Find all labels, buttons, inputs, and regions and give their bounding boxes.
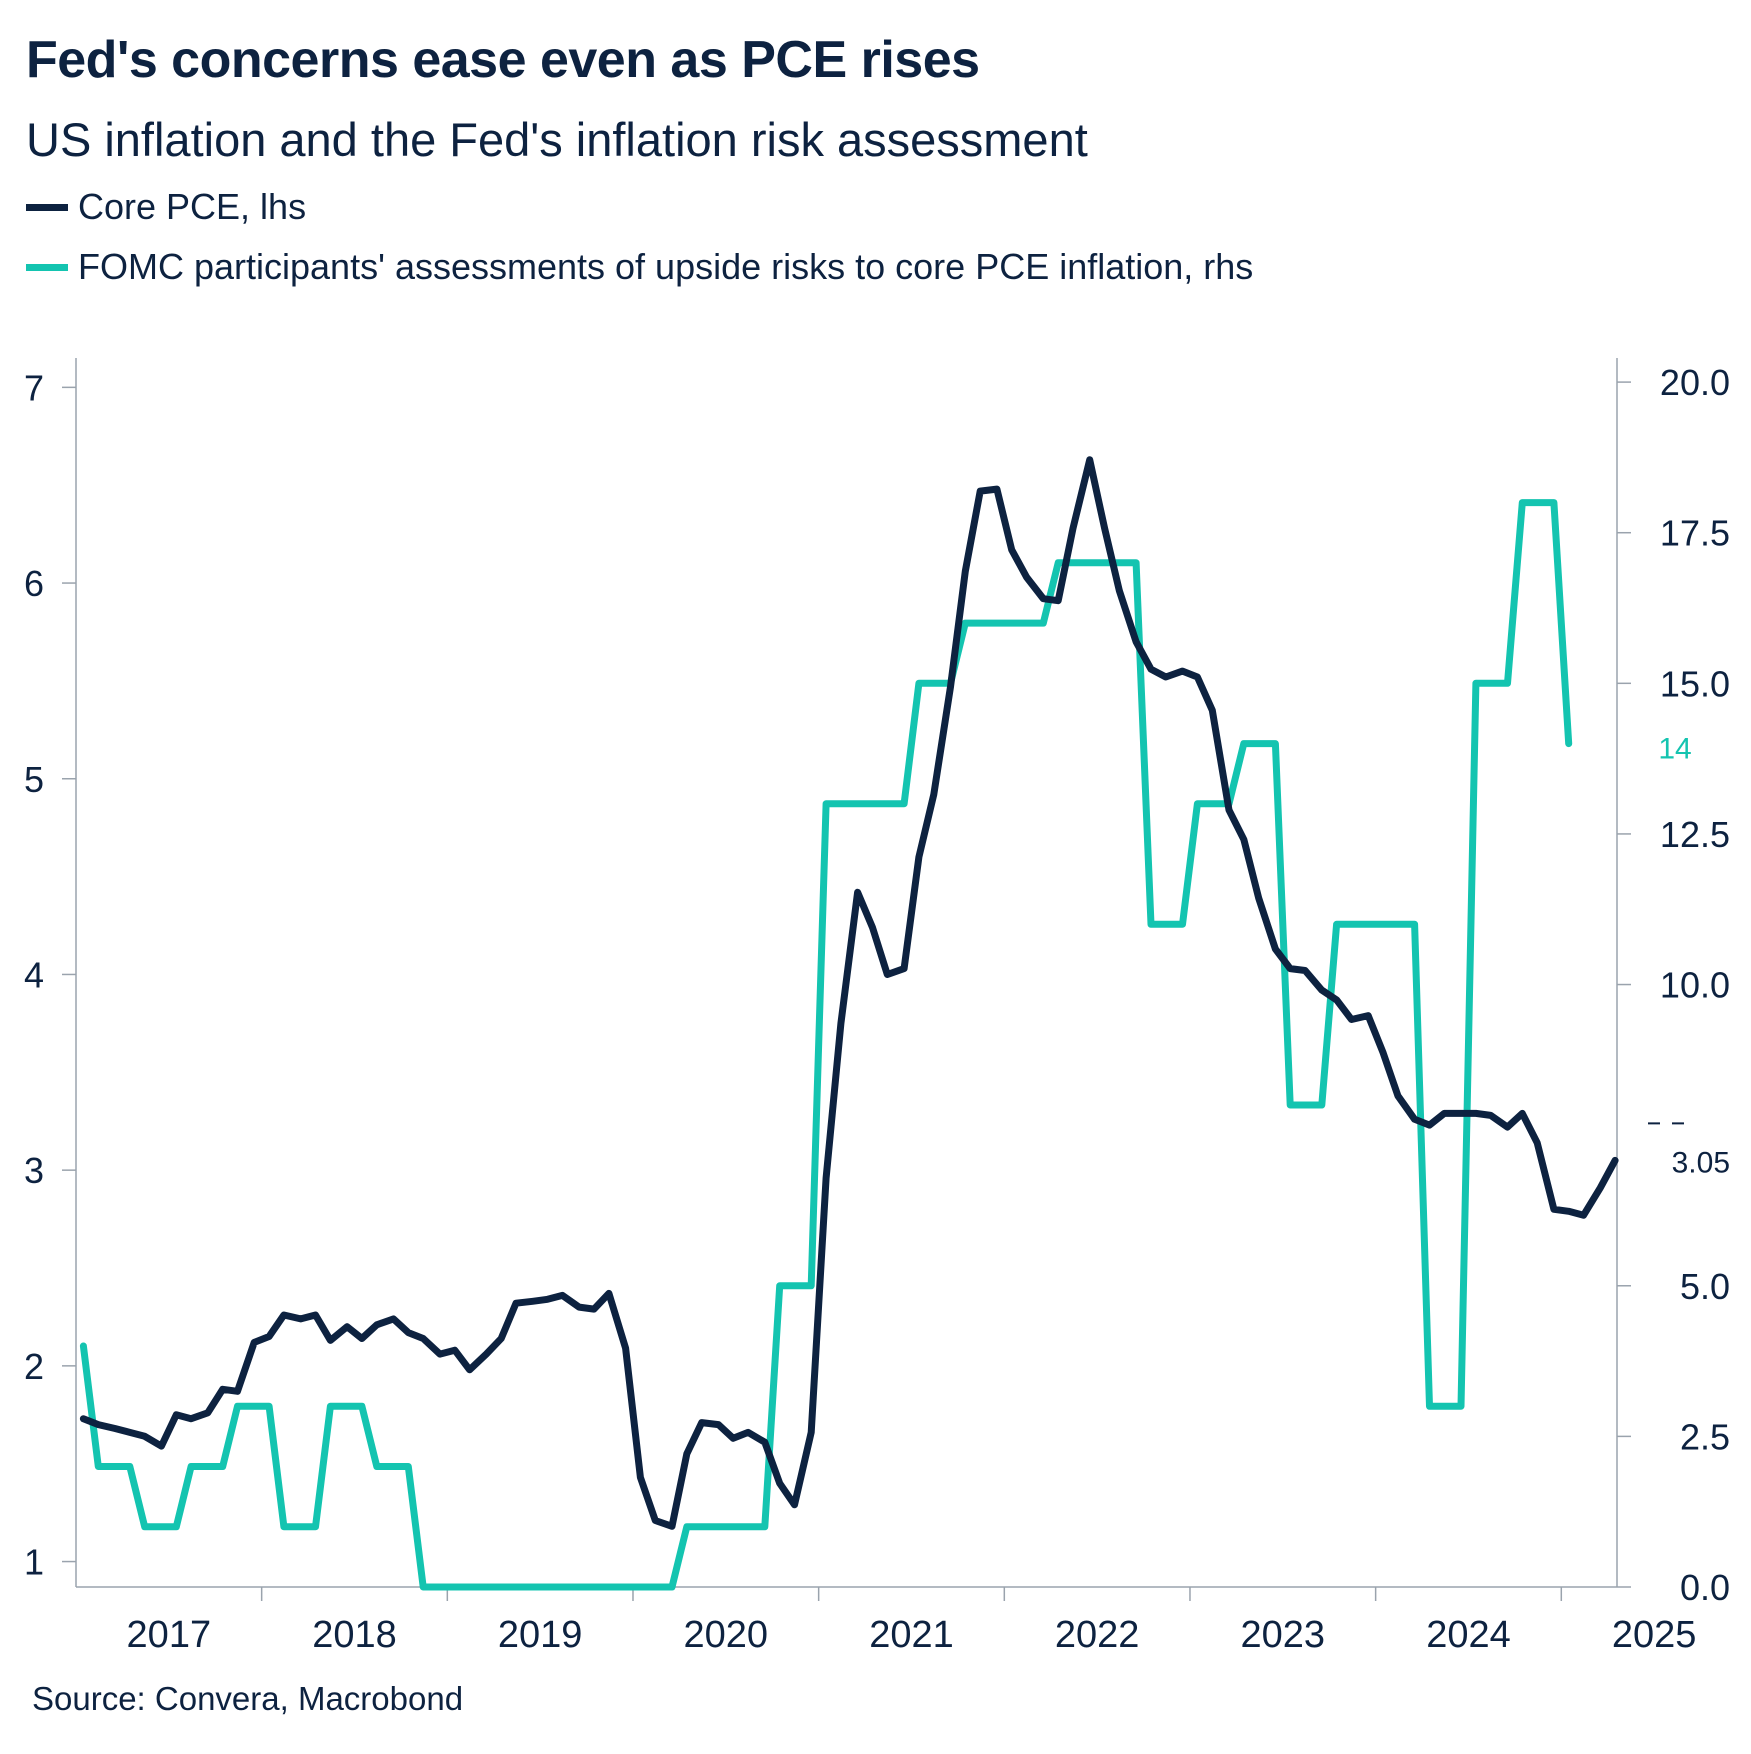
right-tick-label: 5.0 bbox=[1680, 1266, 1730, 1307]
x-tick-label: 2019 bbox=[498, 1614, 583, 1656]
right-tick-label: 15.0 bbox=[1660, 663, 1730, 704]
left-tick-label: 1 bbox=[24, 1542, 44, 1583]
right-tick-label: 20.0 bbox=[1660, 362, 1730, 403]
x-tick-label: 2020 bbox=[684, 1614, 769, 1656]
right-tick-label: 10.0 bbox=[1660, 965, 1730, 1006]
x-tick-label: 2024 bbox=[1426, 1614, 1511, 1656]
chart-title: Fed's concerns ease even as PCE rises bbox=[26, 31, 980, 89]
legend-fomc-risks: FOMC participants' assessments of upside… bbox=[26, 246, 1254, 287]
x-tick-label: 2023 bbox=[1241, 1614, 1326, 1656]
left-tick-label: 3 bbox=[24, 1150, 44, 1191]
left-tick-label: 2 bbox=[24, 1346, 44, 1387]
right-tick-label: 12.5 bbox=[1660, 814, 1730, 855]
x-tick-label: 2021 bbox=[869, 1614, 954, 1656]
legend-label-core-pce: Core PCE, lhs bbox=[78, 186, 307, 227]
right-tick-label: 0.0 bbox=[1680, 1567, 1730, 1608]
legend-label-fomc-risks: FOMC participants' assessments of upside… bbox=[78, 246, 1254, 287]
right-tick-label: 2.5 bbox=[1680, 1416, 1730, 1457]
left-tick-label: 5 bbox=[24, 759, 44, 800]
left-tick-label: 6 bbox=[24, 563, 44, 604]
x-tick-label: 2017 bbox=[127, 1614, 212, 1656]
legend-swatch-core-pce bbox=[26, 203, 68, 211]
left-tick-label: 4 bbox=[24, 954, 44, 995]
legend-swatch-fomc-risks bbox=[26, 263, 68, 271]
fomc-risk-series-line bbox=[79, 499, 1573, 1591]
fomc-risk-last-value-label: 14 bbox=[1658, 733, 1691, 766]
core-pce-series-line bbox=[79, 456, 1619, 1530]
x-tick-label: 2025 bbox=[1612, 1614, 1697, 1656]
core-pce-last-value-label: 3.05 bbox=[1672, 1146, 1730, 1179]
chart-subtitle: US inflation and the Fed's inflation ris… bbox=[26, 113, 1088, 166]
x-tick-label: 2022 bbox=[1055, 1614, 1140, 1656]
x-tick-label: 2018 bbox=[312, 1614, 397, 1656]
source-note: Source: Convera, Macrobond bbox=[32, 1680, 464, 1717]
right-tick-label: 17.5 bbox=[1660, 513, 1730, 554]
left-tick-label: 7 bbox=[24, 367, 44, 408]
legend-core-pce: Core PCE, lhs bbox=[26, 186, 307, 227]
